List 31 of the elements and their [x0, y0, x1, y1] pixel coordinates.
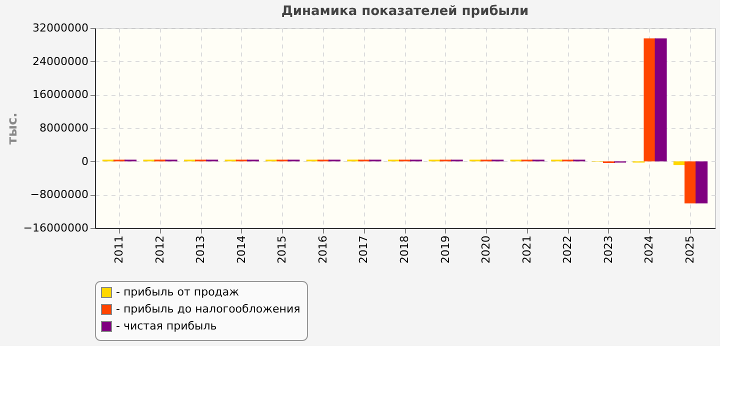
x-tick-label: 2025: [684, 236, 697, 264]
chart-title: Динамика показателей прибыли: [281, 4, 529, 19]
x-tick-label: 2023: [602, 236, 615, 264]
x-tick-label: 2022: [561, 236, 574, 264]
y-tick-label: 24000000: [32, 54, 88, 68]
y-tick-label: 0: [82, 154, 88, 168]
bar: [684, 161, 697, 204]
x-tick-label: 2014: [234, 236, 248, 264]
legend-label: - чистая прибыль: [116, 320, 217, 332]
x-tick-label: 2024: [642, 236, 656, 264]
x-tick-label: 2018: [398, 236, 411, 264]
x-tick-label: 2012: [153, 236, 166, 264]
x-tick-label: 2016: [316, 236, 330, 264]
y-tick-label: 16000000: [32, 88, 88, 102]
bar: [696, 161, 708, 204]
x-tick-label: 2013: [194, 236, 208, 264]
y-tick-label: −16000000: [23, 222, 88, 234]
y-axis-title: тыс.: [5, 112, 20, 144]
y-tick-label: −8000000: [30, 188, 88, 202]
x-tick-label: 2019: [438, 236, 452, 264]
bar: [644, 38, 656, 162]
x-tick-label: 2017: [357, 236, 370, 264]
legend-label: - прибыль до налогообложения: [116, 302, 300, 316]
x-tick-label: 2020: [480, 236, 493, 264]
x-tick-label: 2021: [520, 236, 534, 264]
y-tick-label: 8000000: [40, 122, 88, 134]
x-tick-label: 2015: [276, 236, 289, 264]
legend-label: - прибыль от продаж: [116, 286, 240, 298]
y-tick-label: 32000000: [32, 22, 88, 34]
bar: [654, 38, 667, 162]
x-tick-label: 2011: [112, 236, 126, 264]
